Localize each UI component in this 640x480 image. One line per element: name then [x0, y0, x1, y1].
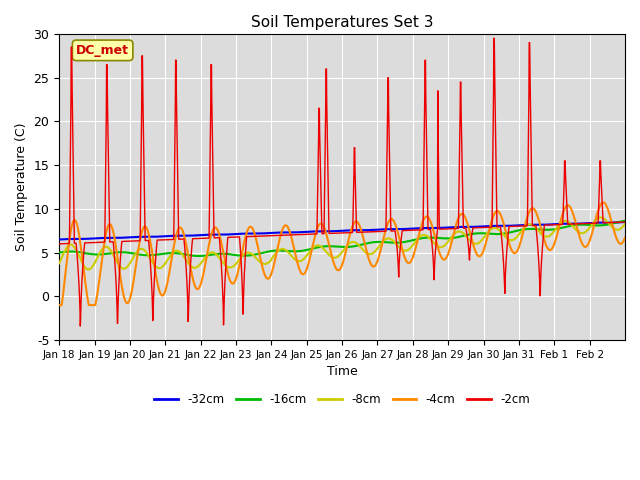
Y-axis label: Soil Temperature (C): Soil Temperature (C): [15, 123, 28, 251]
Title: Soil Temperatures Set 3: Soil Temperatures Set 3: [251, 15, 433, 30]
X-axis label: Time: Time: [326, 365, 358, 378]
Text: DC_met: DC_met: [76, 44, 129, 57]
Legend: -32cm, -16cm, -8cm, -4cm, -2cm: -32cm, -16cm, -8cm, -4cm, -2cm: [149, 388, 535, 411]
